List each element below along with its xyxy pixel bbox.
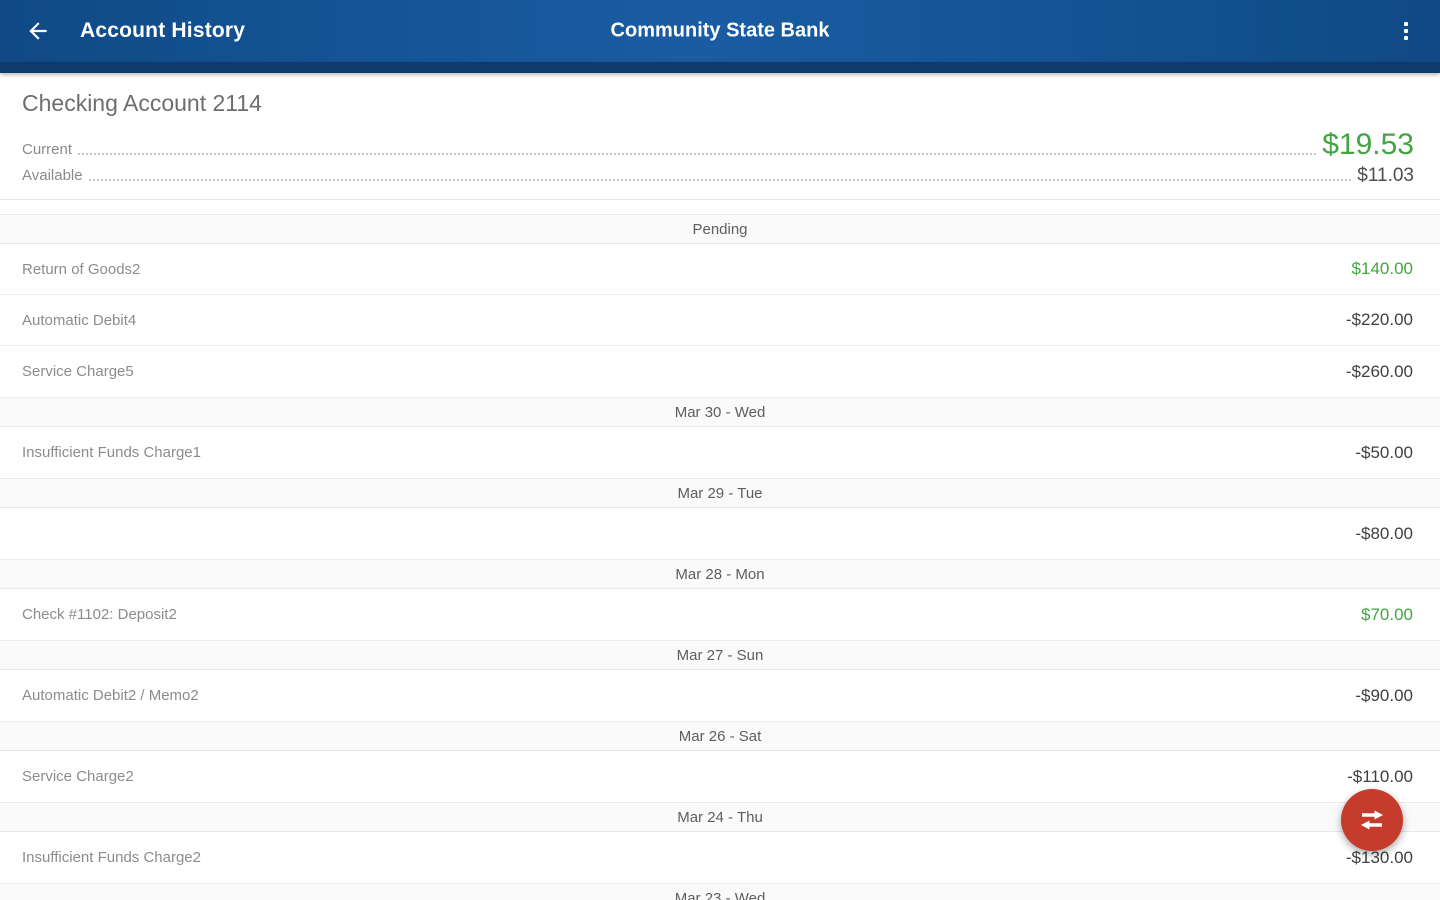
transaction-description: Insufficient Funds Charge1 xyxy=(22,444,201,461)
transaction-amount: -$90.00 xyxy=(1355,685,1413,705)
transaction-amount: -$220.00 xyxy=(1345,310,1413,329)
transaction-row[interactable]: Service Charge2 -$110.00 xyxy=(0,751,1440,802)
transaction-amount: $140.00 xyxy=(1351,259,1413,278)
transaction-row[interactable]: Insufficient Funds Charge2 -$130.00 xyxy=(0,832,1440,883)
transaction-row[interactable]: Check #1102: Deposit2 $70.00 xyxy=(0,589,1440,640)
current-balance-amount: $19.53 xyxy=(1322,128,1414,161)
transaction-description: Service Charge5 xyxy=(22,363,134,380)
transaction-row[interactable]: Insufficient Funds Charge1 -$50.00 xyxy=(0,427,1440,478)
transaction-description: Automatic Debit2 / Memo2 xyxy=(22,687,199,704)
account-name: Checking Account 2114 xyxy=(22,90,262,116)
main-content: Checking Account 2114 Current $19.53 Ava… xyxy=(0,90,1440,900)
transaction-description: Insufficient Funds Charge2 xyxy=(22,849,201,866)
transaction-amount: -$80.00 xyxy=(1355,523,1413,543)
current-balance-label: Current xyxy=(22,141,73,158)
date-section-header: Mar 30 - Wed xyxy=(0,397,1440,427)
transaction-row[interactable]: Return of Goods2 $140.00 xyxy=(0,244,1440,295)
bank-name-title: Community State Bank xyxy=(610,19,830,42)
app-bar-shadow-strip xyxy=(0,62,1440,73)
transaction-row[interactable]: Automatic Debit4 -$220.00 xyxy=(0,295,1440,346)
overflow-menu-button[interactable] xyxy=(1392,13,1420,49)
kebab-menu-icon xyxy=(1404,22,1408,40)
transaction-description: Check #1102: Deposit2 xyxy=(22,606,177,623)
swap-arrows-icon xyxy=(1361,810,1383,830)
screen-title: Account History xyxy=(80,19,246,42)
date-section-header: Mar 27 - Sun xyxy=(0,640,1440,670)
app-bar: Account History Community State Bank xyxy=(0,0,1440,62)
date-section-header: Mar 24 - Thu xyxy=(0,802,1440,832)
available-balance-row: Available $11.03 xyxy=(22,164,1414,187)
transaction-description: Service Charge2 xyxy=(22,768,134,785)
transaction-row[interactable]: Automatic Debit2 / Memo2 -$90.00 xyxy=(0,670,1440,721)
transaction-amount: $70.00 xyxy=(1361,604,1413,624)
transaction-amount: -$50.00 xyxy=(1355,442,1413,462)
date-section-header: Mar 28 - Mon xyxy=(0,559,1440,589)
date-section-header: Mar 29 - Tue xyxy=(0,478,1440,508)
account-summary: Checking Account 2114 Current $19.53 Ava… xyxy=(0,90,1440,200)
transaction-amount: -$130.00 xyxy=(1345,847,1413,867)
dotted-leader xyxy=(88,179,1352,181)
date-section-header: Pending xyxy=(0,214,1440,244)
transaction-description: Automatic Debit4 xyxy=(22,311,137,329)
back-button[interactable] xyxy=(20,13,56,49)
current-balance-row: Current $19.53 xyxy=(22,129,1414,161)
available-balance-amount: $11.03 xyxy=(1357,165,1414,186)
transaction-list: Pending Return of Goods2 $140.00 Automat… xyxy=(0,214,1440,900)
available-balance-label: Available xyxy=(22,167,83,184)
date-section-header: Mar 23 - Wed xyxy=(0,883,1440,900)
transaction-row[interactable]: -$80.00 xyxy=(0,508,1440,559)
transaction-amount: -$110.00 xyxy=(1347,766,1413,786)
dotted-leader xyxy=(78,153,1317,155)
date-section-header: Mar 26 - Sat xyxy=(0,721,1440,751)
transaction-description: Return of Goods2 xyxy=(22,260,141,278)
arrow-left-icon xyxy=(29,22,47,40)
transaction-amount: -$260.00 xyxy=(1345,361,1413,381)
transaction-row[interactable]: Service Charge5 -$260.00 xyxy=(0,346,1440,397)
transfer-fab-button[interactable] xyxy=(1341,789,1403,851)
